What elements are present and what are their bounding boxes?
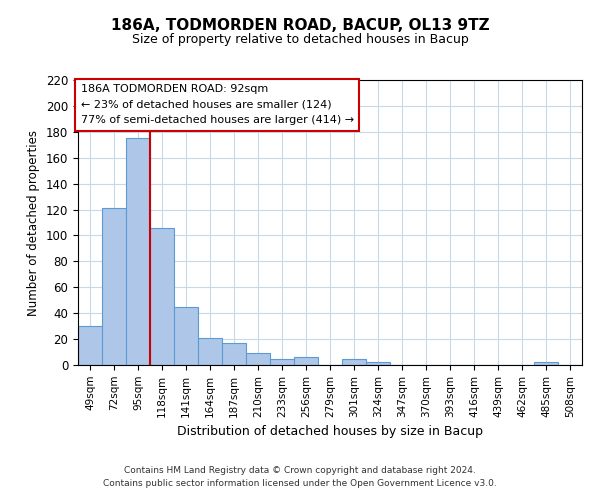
Bar <box>102 208 126 365</box>
Bar <box>294 357 318 365</box>
Bar <box>78 326 102 365</box>
Bar <box>534 362 558 365</box>
Bar <box>270 358 294 365</box>
Bar <box>126 138 150 365</box>
X-axis label: Distribution of detached houses by size in Bacup: Distribution of detached houses by size … <box>177 425 483 438</box>
Y-axis label: Number of detached properties: Number of detached properties <box>28 130 40 316</box>
Text: 186A, TODMORDEN ROAD, BACUP, OL13 9TZ: 186A, TODMORDEN ROAD, BACUP, OL13 9TZ <box>110 18 490 32</box>
Text: Size of property relative to detached houses in Bacup: Size of property relative to detached ho… <box>131 32 469 46</box>
Bar <box>174 306 198 365</box>
Bar <box>150 228 174 365</box>
Bar <box>246 354 270 365</box>
Bar <box>366 362 390 365</box>
Bar <box>342 358 366 365</box>
Bar <box>198 338 222 365</box>
Text: 186A TODMORDEN ROAD: 92sqm
← 23% of detached houses are smaller (124)
77% of sem: 186A TODMORDEN ROAD: 92sqm ← 23% of deta… <box>80 84 353 126</box>
Text: Contains HM Land Registry data © Crown copyright and database right 2024.
Contai: Contains HM Land Registry data © Crown c… <box>103 466 497 487</box>
Bar <box>222 343 246 365</box>
